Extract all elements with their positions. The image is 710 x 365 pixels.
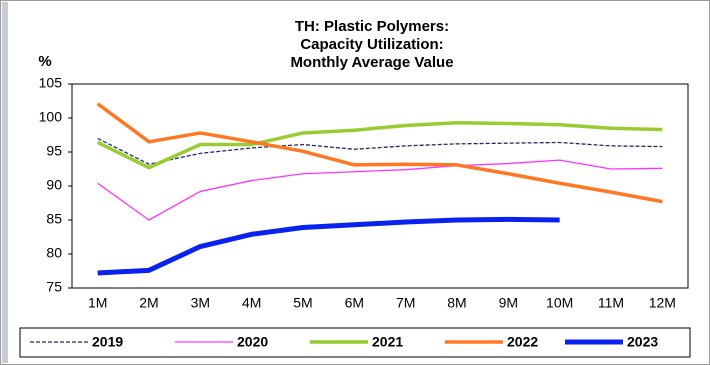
legend-label: 2022 (507, 334, 538, 350)
legend-label: 2020 (237, 334, 268, 350)
y-axis-label: % (38, 53, 51, 70)
y-tick-label: 80 (46, 245, 62, 261)
x-tick-label: 2M (139, 295, 158, 311)
y-tick-label: 90 (46, 177, 62, 193)
x-tick-label: 8M (447, 295, 466, 311)
x-tick-label: 11M (598, 295, 624, 311)
x-tick-label: 9M (499, 295, 518, 311)
y-tick-label: 105 (39, 75, 63, 91)
x-tick-label: 5M (293, 295, 312, 311)
x-tick-label: 10M (546, 295, 573, 311)
x-tick-label: 12M (649, 295, 676, 311)
y-tick-label: 95 (46, 143, 62, 159)
y-tick-label: 100 (39, 109, 63, 125)
chart-title: TH: Plastic Polymers: (295, 18, 449, 35)
series-line (97, 159, 663, 221)
left-edge (2, 2, 8, 363)
y-tick-label: 75 (46, 279, 62, 295)
x-tick-label: 3M (191, 295, 210, 311)
x-tick-label: 6M (345, 295, 364, 311)
series-line (96, 121, 663, 170)
y-tick-label: 85 (46, 211, 62, 227)
legend-label: 2023 (627, 334, 658, 350)
chart-title: Monthly Average Value (290, 54, 453, 71)
series-line (96, 102, 663, 204)
legend-label: 2021 (372, 334, 403, 350)
series-line (97, 137, 663, 165)
x-tick-label: 7M (396, 295, 415, 311)
x-tick-label: 4M (242, 295, 261, 311)
legend-label: 2019 (92, 334, 123, 350)
x-tick-label: 1M (88, 295, 107, 311)
chart-title: Capacity Utilization: (300, 36, 443, 53)
series-line (97, 216, 560, 276)
